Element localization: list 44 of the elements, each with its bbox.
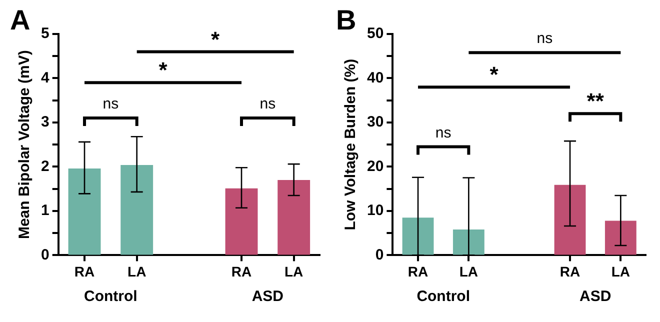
annotation: ns: [260, 96, 276, 113]
annotation: *: [211, 26, 220, 52]
x-tick-label: LA: [459, 263, 478, 280]
annotation: ns: [435, 124, 452, 142]
text: Control: [416, 288, 470, 305]
annotation: *: [490, 62, 499, 88]
annotation: *: [158, 58, 168, 83]
x-tick-label: LA: [128, 263, 146, 280]
y-tick-label: 30: [366, 114, 384, 131]
y-tick-label: 1: [41, 202, 50, 220]
bar: [278, 180, 310, 255]
y-tick-label: 50: [366, 25, 384, 42]
chart-title: B: [336, 4, 356, 36]
x-tick-label: RA: [74, 263, 95, 280]
text: ASD: [252, 288, 284, 305]
x-tick-label: RA: [560, 263, 580, 280]
y-tick-label: 20: [366, 158, 384, 175]
text: Control: [84, 288, 138, 305]
y-tick-label: 4: [41, 69, 50, 86]
bar: [554, 184, 586, 255]
annotation: **: [586, 88, 604, 114]
y-tick-label: 2: [41, 158, 50, 175]
y-tick-label: 10: [366, 202, 384, 220]
annotation: ns: [102, 96, 119, 113]
y-tick-label: 0: [41, 246, 50, 264]
x-tick-label: RA: [231, 263, 252, 280]
bar: [68, 168, 101, 255]
x-tick-label: RA: [408, 263, 428, 280]
bar: [402, 218, 434, 255]
y-tick-label: 40: [366, 69, 384, 86]
x-tick-label: LA: [284, 263, 304, 280]
bar: [452, 230, 484, 255]
bar: [604, 220, 636, 255]
bar: [225, 188, 258, 255]
x-tick-label: LA: [611, 263, 630, 280]
chart-title: A: [10, 4, 30, 36]
bar: [120, 164, 154, 255]
text: ASD: [580, 288, 612, 305]
y-tick-label: 0: [375, 246, 384, 264]
y-axis-title: Low Voltage Burden (%): [342, 58, 360, 230]
y-tick-label: 3: [41, 114, 50, 131]
y-axis-title: Mean Bipolar Voltage (mV): [16, 50, 34, 240]
annotation: ns: [536, 30, 553, 48]
y-tick-label: 5: [41, 25, 50, 42]
